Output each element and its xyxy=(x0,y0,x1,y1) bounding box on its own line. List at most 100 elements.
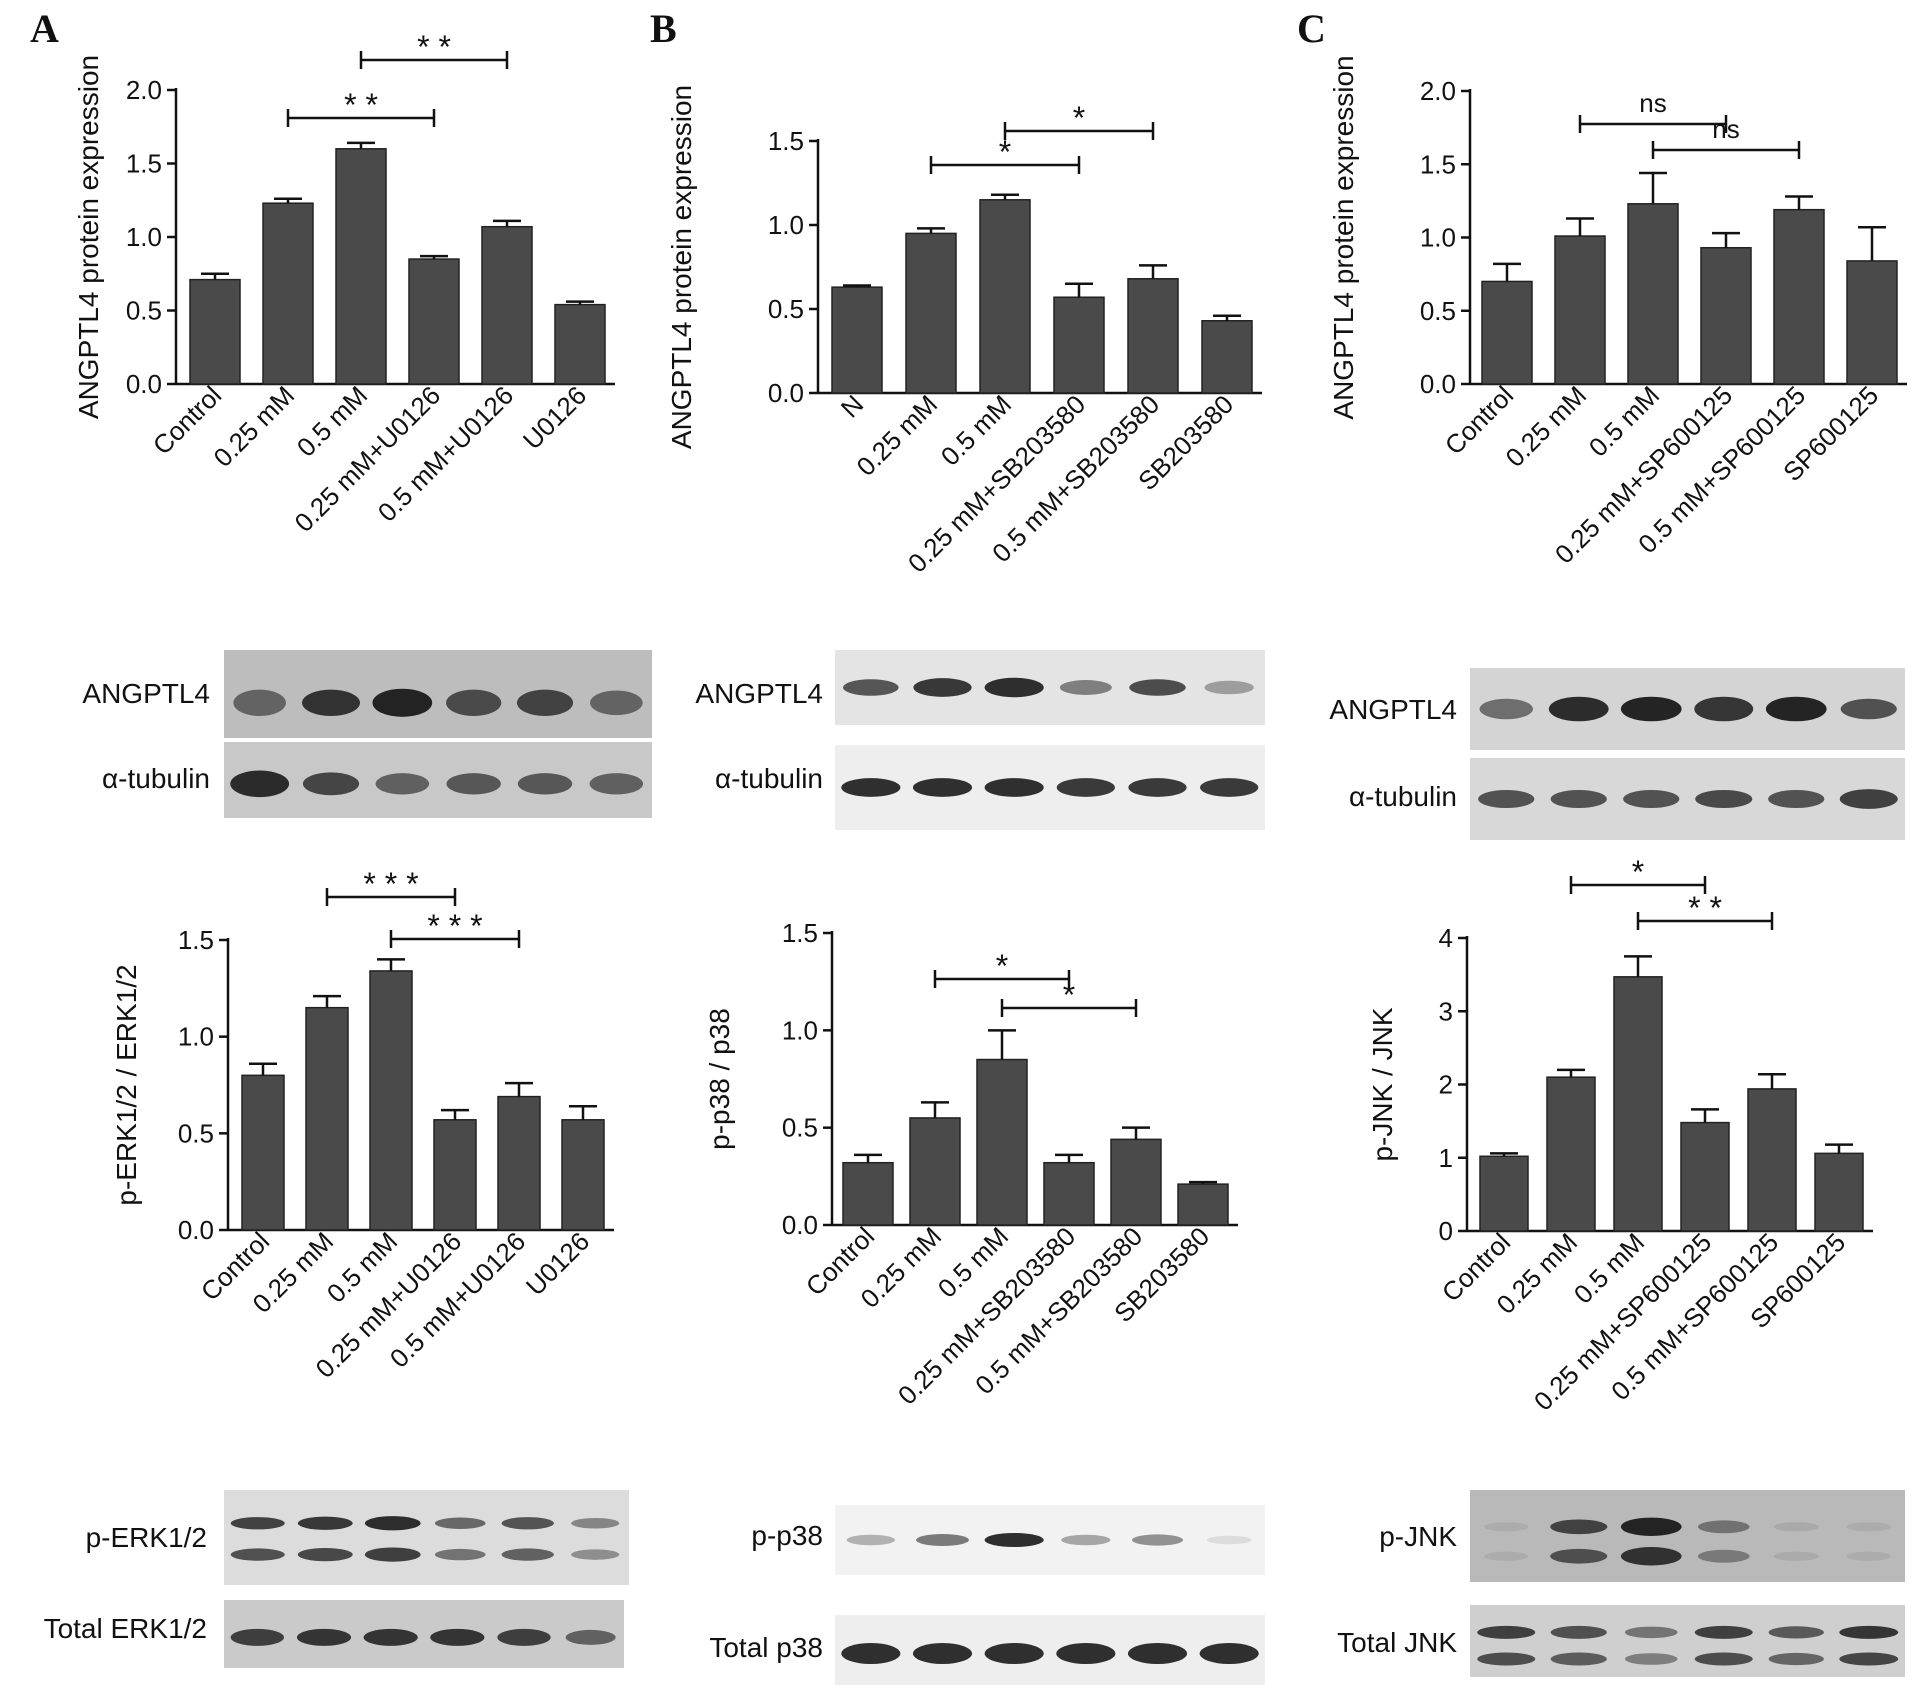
bar xyxy=(433,1119,477,1231)
blot-band xyxy=(302,689,360,716)
blot-band xyxy=(912,778,973,797)
blot-band xyxy=(1129,679,1186,696)
bar xyxy=(1479,1155,1529,1232)
y-tick-label: 0.0 xyxy=(1420,369,1456,399)
blot-band xyxy=(1550,1548,1608,1564)
blot-band xyxy=(375,773,430,795)
blot-band xyxy=(1846,1522,1891,1532)
blot-band xyxy=(916,1534,969,1546)
blot-band xyxy=(517,773,573,795)
y-tick-label: 1.5 xyxy=(768,126,804,156)
blot-band xyxy=(230,1517,285,1530)
y-tick-label: 0 xyxy=(1439,1216,1453,1246)
significance-label: ns xyxy=(1712,114,1739,144)
blot-band xyxy=(296,1628,352,1646)
blot-band xyxy=(1839,789,1898,809)
y-axis-label: p-p38 / p38 xyxy=(704,1008,735,1150)
blot-band xyxy=(1697,1549,1750,1563)
y-tick-label: 1.5 xyxy=(126,149,162,179)
blot-label-a-tubulin: α-tubulin xyxy=(102,763,210,794)
blot-band xyxy=(1623,789,1680,809)
panel-letter-b: B xyxy=(650,6,677,51)
blot-background xyxy=(1470,758,1905,840)
blot-band xyxy=(841,1643,901,1664)
blot-background xyxy=(224,742,652,818)
y-tick-label: 3 xyxy=(1439,996,1453,1026)
significance-label: * xyxy=(1632,854,1644,890)
blot-band xyxy=(1056,778,1115,797)
blot-band xyxy=(364,1547,421,1562)
bar xyxy=(241,1074,285,1231)
blot-band xyxy=(1839,1625,1899,1639)
blot-band xyxy=(1695,789,1753,809)
blot-band xyxy=(843,679,899,696)
y-axis-label: p-ERK1/2 / ERK1/2 xyxy=(111,964,142,1205)
blot-background xyxy=(224,650,652,738)
blot-band xyxy=(1839,1652,1899,1666)
blot-c-pjnk xyxy=(1470,1490,1905,1582)
category-label: U0126 xyxy=(520,1226,595,1301)
blot-band xyxy=(446,689,502,716)
blot-label-b-total-p38: Total p38 xyxy=(709,1632,823,1663)
bar xyxy=(1613,976,1663,1232)
blot-band xyxy=(1056,1643,1116,1664)
blot-band xyxy=(1840,698,1897,720)
panel-letter-c: C xyxy=(1297,6,1326,51)
bar xyxy=(497,1095,541,1231)
blot-band xyxy=(1550,1519,1608,1535)
blot-background xyxy=(835,745,1265,830)
significance-label: * * * xyxy=(363,866,418,902)
blot-label-c-angptl4: ANGPTL4 xyxy=(1329,694,1457,725)
significance-label: * xyxy=(999,134,1011,170)
bar xyxy=(831,286,883,394)
blot-band xyxy=(1484,1551,1529,1561)
y-axis-label: p-JNK / JNK xyxy=(1367,1007,1398,1161)
bar xyxy=(1053,296,1105,394)
blot-band xyxy=(434,1517,486,1529)
blot-band xyxy=(571,1518,620,1529)
bar xyxy=(369,970,413,1231)
chart-c-angptl4-expression: 0.0 0.5 1.0 1.5 2.0 ANGPTL4 protein expressio… xyxy=(1328,55,1907,569)
blot-band xyxy=(1200,778,1259,797)
blot-background xyxy=(1470,668,1905,750)
blot-band xyxy=(984,1533,1044,1547)
blot-band xyxy=(1768,1626,1824,1639)
blot-background xyxy=(835,1505,1265,1575)
y-tick-label: 0.0 xyxy=(768,378,804,408)
y-tick-label: 1.0 xyxy=(178,1022,214,1052)
bar xyxy=(1846,260,1898,385)
blot-band xyxy=(846,1534,896,1546)
bar xyxy=(189,278,241,385)
blot-band xyxy=(1620,696,1682,722)
blot-band xyxy=(1697,1520,1750,1534)
blot-background xyxy=(835,650,1265,725)
blot-label-a-perk: p-ERK1/2 xyxy=(86,1522,207,1553)
blot-b-total-p38 xyxy=(835,1615,1265,1685)
y-tick-label: 0.0 xyxy=(782,1210,818,1240)
y-tick-label: 0.5 xyxy=(1420,296,1456,326)
bar xyxy=(481,225,533,385)
bar xyxy=(408,258,460,385)
blot-background xyxy=(835,1615,1265,1685)
western-blots xyxy=(224,650,1905,1685)
blot-band xyxy=(1550,789,1607,809)
blot-band xyxy=(1204,680,1254,695)
bar xyxy=(561,1119,605,1231)
blot-band xyxy=(1550,1652,1607,1666)
bar xyxy=(1043,1161,1095,1226)
y-tick-label: 1.5 xyxy=(782,918,818,948)
y-tick-label: 2.0 xyxy=(126,75,162,105)
y-tick-label: 1.0 xyxy=(1420,223,1456,253)
blot-band xyxy=(571,1549,620,1560)
y-tick-label: 1.5 xyxy=(178,925,214,955)
y-tick-label: 0.5 xyxy=(782,1113,818,1143)
blot-c-tubulin xyxy=(1470,758,1905,840)
category-label: 0.25 mM xyxy=(1500,380,1593,473)
blot-band xyxy=(1059,680,1112,695)
y-axis-label: ANGPTL4 protein expression xyxy=(1328,55,1359,419)
blot-band xyxy=(364,1516,421,1531)
significance-label: * xyxy=(996,948,1008,984)
significance-label: * xyxy=(1073,100,1085,136)
y-axis-label: ANGPTL4 protein expression xyxy=(73,55,104,419)
